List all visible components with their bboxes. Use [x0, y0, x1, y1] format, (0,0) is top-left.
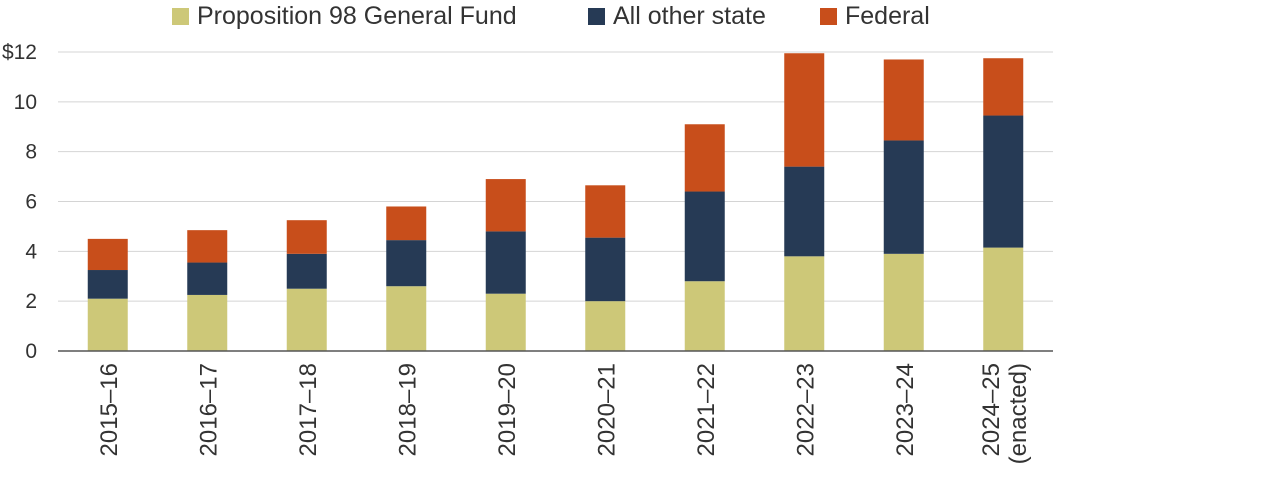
bar-segment-federal: [883, 59, 924, 141]
bar-segment-federal: [485, 179, 526, 232]
legend: Proposition 98 General Fund All other st…: [0, 0, 1280, 32]
bar-segment-prop98: [187, 294, 228, 351]
x-category-label: 2016–17: [195, 363, 222, 456]
bar-segment-other-state: [286, 253, 327, 289]
bar-segment-federal: [286, 220, 327, 254]
x-category-label: 2022–23: [792, 363, 819, 456]
legend-swatch-prop98: [172, 7, 189, 25]
bar-segment-prop98: [87, 298, 128, 351]
bar-segment-federal: [983, 58, 1024, 116]
legend-label-prop98: Proposition 98 General Fund: [197, 1, 517, 30]
x-category-label: 2024–25: [978, 363, 1005, 456]
bar-segment-federal: [386, 206, 427, 241]
x-category-label: 2021–22: [693, 363, 720, 456]
bar-segment-federal: [187, 230, 228, 263]
bar-segment-other-state: [983, 115, 1024, 248]
legend-item-federal: Federal: [820, 2, 930, 30]
bar-segment-federal: [87, 238, 128, 271]
bar-segment-other-state: [684, 191, 725, 282]
x-category-label: 2017–18: [295, 363, 322, 456]
bar-segment-prop98: [386, 286, 427, 351]
bar-segment-prop98: [485, 293, 526, 351]
x-category-label: 2020–21: [593, 363, 620, 456]
bar-segment-prop98: [684, 281, 725, 351]
bar-segment-other-state: [386, 240, 427, 287]
x-category-label: 2015–16: [96, 363, 123, 456]
x-category-label: (enacted): [1005, 363, 1032, 464]
legend-item-other-state: All other state: [588, 2, 766, 30]
x-category-label: 2019–20: [494, 363, 521, 456]
bar-segment-other-state: [585, 237, 626, 302]
bar-segment-federal: [684, 124, 725, 192]
bar-segment-federal: [784, 53, 825, 167]
bar-segment-other-state: [883, 140, 924, 254]
bar-segment-prop98: [286, 288, 327, 351]
y-tick-label: 4: [25, 240, 37, 263]
bar-segment-other-state: [784, 166, 825, 257]
legend-swatch-other-state: [588, 7, 605, 25]
legend-item-prop98: Proposition 98 General Fund: [172, 2, 517, 30]
bar-segment-other-state: [87, 270, 128, 299]
bar-segment-federal: [585, 185, 626, 238]
legend-label-federal: Federal: [845, 1, 930, 30]
y-tick-label: $12: [2, 41, 37, 64]
x-category-label: 2018–19: [394, 363, 421, 456]
bar-segment-prop98: [585, 301, 626, 351]
y-tick-label: 2: [25, 290, 37, 313]
bar-segment-other-state: [187, 262, 228, 295]
legend-swatch-federal: [820, 7, 837, 25]
bar-segment-prop98: [883, 253, 924, 351]
legend-label-other-state: All other state: [613, 1, 766, 30]
bar-segment-prop98: [784, 256, 825, 351]
bar-segment-other-state: [485, 231, 526, 294]
x-category-label: 2023–24: [892, 363, 919, 456]
y-tick-label: 8: [25, 141, 37, 164]
y-tick-label: 0: [25, 340, 37, 363]
y-tick-label: 6: [25, 191, 37, 214]
bar-segment-prop98: [983, 247, 1024, 351]
y-tick-label: 10: [14, 91, 37, 114]
